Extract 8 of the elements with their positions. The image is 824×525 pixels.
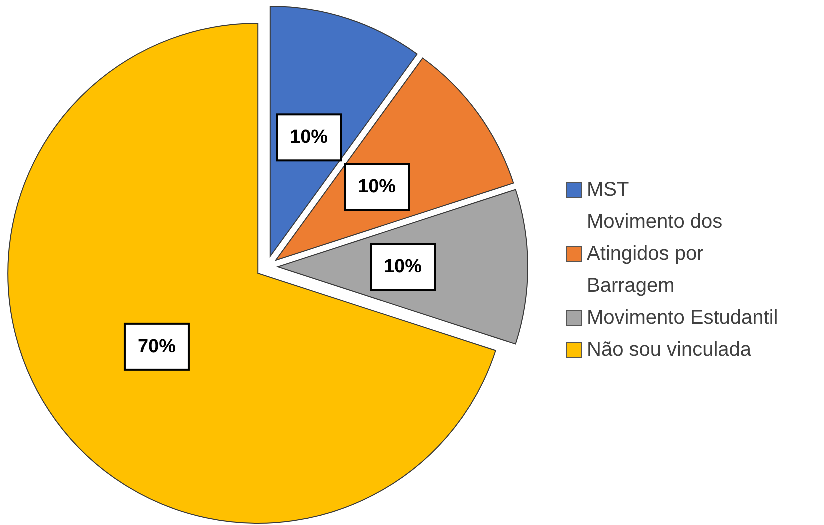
legend-label: Movimento dos Atingidos por Barragem	[587, 210, 724, 299]
legend-label: Movimento Estudantil	[587, 306, 780, 331]
data-label: 10%	[290, 127, 328, 148]
data-label: 10%	[358, 176, 396, 198]
data-label: 70%	[138, 336, 176, 358]
legend-label: Não sou vinculada	[587, 338, 753, 363]
data-label: 10%	[384, 256, 422, 278]
legend-label: MST	[587, 178, 630, 203]
